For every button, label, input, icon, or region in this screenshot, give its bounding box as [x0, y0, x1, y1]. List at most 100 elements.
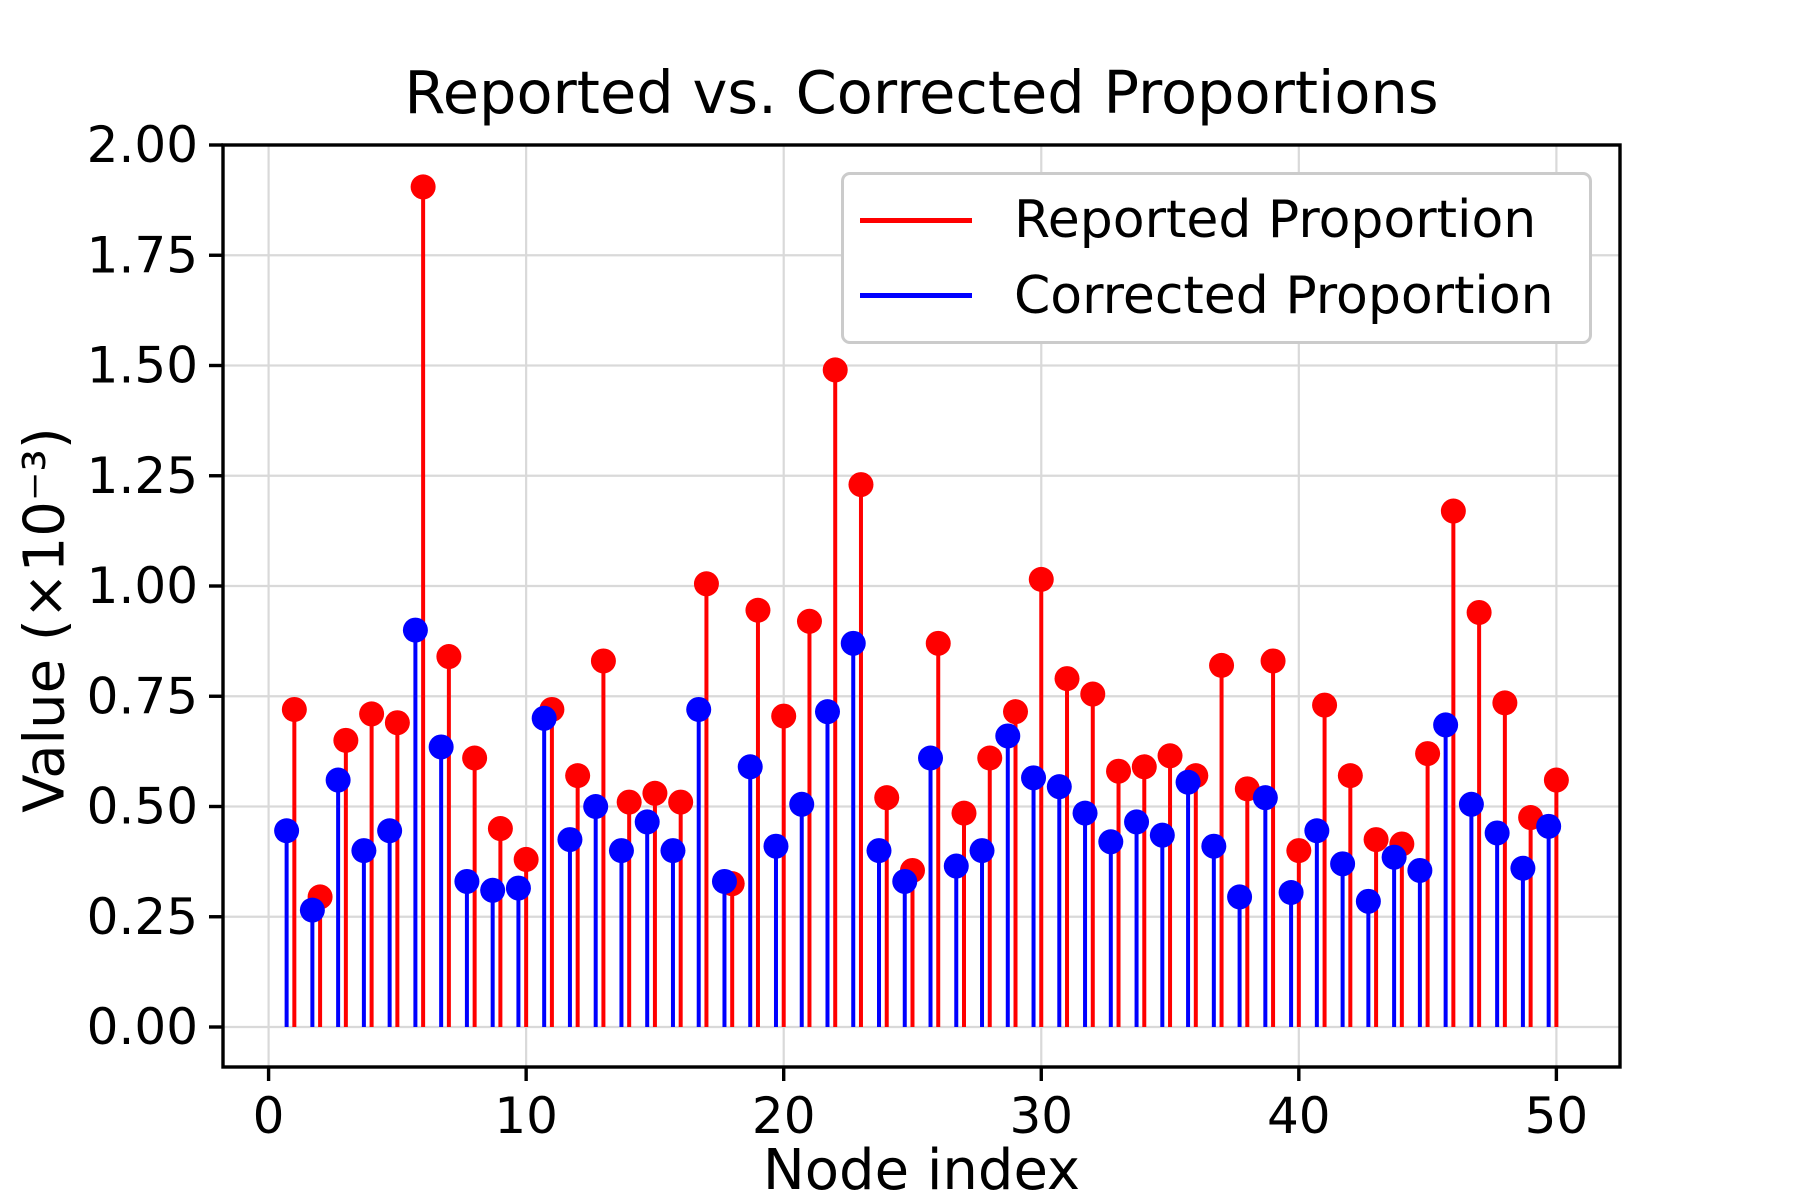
x-tick-label: 50	[1525, 1087, 1589, 1145]
stem-marker	[711, 868, 737, 894]
stem-marker	[822, 357, 848, 383]
x-tick-label: 10	[494, 1087, 558, 1145]
stem-marker	[789, 791, 815, 817]
y-tick-label: 1.50	[87, 337, 198, 395]
x-tick-label: 0	[253, 1087, 285, 1145]
stem-marker	[1466, 599, 1492, 625]
stem-marker	[840, 630, 866, 656]
y-tick-label: 0.25	[87, 888, 198, 946]
stem-marker	[918, 745, 944, 771]
stem-marker	[436, 644, 462, 670]
stem-marker	[1072, 800, 1098, 826]
stem-marker	[616, 789, 642, 815]
stem-marker	[814, 699, 840, 725]
stem-marker	[951, 800, 977, 826]
stem-marker	[299, 897, 325, 923]
stem-marker	[454, 868, 480, 894]
stem-marker	[642, 780, 668, 806]
corrected-line-swatch	[860, 293, 972, 298]
stem-marker	[1157, 743, 1183, 769]
y-tick-label: 0.50	[87, 778, 198, 836]
stem-marker	[1209, 652, 1235, 678]
tick-labels: 0.00 0.25 0.50 0.75 1.00 1.25 1.50 1.75 2.00 0 10 2…	[87, 116, 1589, 1145]
stem-marker	[977, 745, 1003, 771]
stem-marker	[796, 608, 822, 634]
stem-marker	[1046, 774, 1072, 800]
stem-marker	[1124, 809, 1150, 835]
stem-marker	[1363, 827, 1389, 853]
stem-marker	[1458, 791, 1484, 817]
stem-marker	[848, 472, 874, 498]
stem-marker	[410, 174, 436, 200]
legend-row-reported: Reported Proportion	[844, 190, 1589, 250]
stem-marker	[513, 846, 539, 872]
stem-marker	[1278, 879, 1304, 905]
stem-marker	[1407, 857, 1433, 883]
stem-marker	[428, 734, 454, 760]
stem-marker	[1003, 699, 1029, 725]
stem-marker	[1312, 692, 1338, 718]
stem-marker	[480, 877, 506, 903]
stem-marker	[1201, 833, 1227, 859]
x-tick-label: 40	[1267, 1087, 1331, 1145]
stem-marker	[693, 571, 719, 597]
stem-marker	[590, 648, 616, 674]
stem-marker	[866, 838, 892, 864]
stem-marker	[1021, 765, 1047, 791]
x-tick-label: 30	[1009, 1087, 1073, 1145]
series-reported	[281, 174, 1569, 1028]
stem-marker	[1440, 498, 1466, 524]
stem-marker	[505, 875, 531, 901]
stem-marker	[462, 745, 488, 771]
stem-marker	[1260, 648, 1286, 674]
stem-marker	[892, 868, 918, 894]
stem-marker	[487, 816, 513, 842]
stem-marker	[1415, 741, 1441, 767]
stem-marker	[1543, 767, 1569, 793]
stem-marker	[281, 696, 307, 722]
axes-spines	[221, 143, 1622, 1069]
y-tick-label: 1.00	[87, 557, 198, 615]
y-tick-label: 2.00	[87, 116, 198, 174]
stem-marker	[359, 701, 385, 727]
legend: Reported Proportion Corrected Proportion	[841, 172, 1592, 344]
stem-marker	[351, 838, 377, 864]
stem-marker	[660, 838, 686, 864]
x-axis-label: Node index	[762, 1138, 1081, 1200]
stem-marker	[686, 696, 712, 722]
stem-marker	[1227, 884, 1253, 910]
y-tick-label: 1.25	[87, 447, 198, 505]
stem-marker	[608, 838, 634, 864]
stem-marker	[995, 723, 1021, 749]
stem-marker	[1355, 888, 1381, 914]
stem-marker	[668, 789, 694, 815]
stem-marker	[634, 809, 660, 835]
stem-marker	[745, 597, 771, 623]
stem-marker	[1492, 690, 1518, 716]
legend-label-reported: Reported Proportion	[1014, 190, 1537, 251]
stem-marker	[763, 833, 789, 859]
stem-marker	[333, 727, 359, 753]
stem-marker	[1252, 785, 1278, 811]
stem-marker	[943, 853, 969, 879]
legend-row-corrected: Corrected Proportion	[844, 266, 1589, 326]
stem-marker	[1337, 763, 1363, 789]
reported-line-swatch	[860, 218, 972, 223]
stem-marker	[377, 818, 403, 844]
stem-marker	[874, 785, 900, 811]
stem-marker	[1054, 666, 1080, 692]
stem-marker	[1304, 818, 1330, 844]
stem-marker	[1484, 820, 1510, 846]
tick-marks	[209, 143, 1559, 1081]
stem-marker	[384, 710, 410, 736]
stem-marker	[1433, 712, 1459, 738]
stem-marker	[925, 630, 951, 656]
stem-marker	[1286, 838, 1312, 864]
y-tick-label: 0.00	[87, 998, 198, 1056]
stem-marker	[771, 703, 797, 729]
y-axis-label: Value (×10⁻³)	[12, 427, 78, 813]
chart-title: Reported vs. Corrected Proportions	[404, 58, 1439, 127]
legend-label-corrected: Corrected Proportion	[1014, 265, 1554, 326]
